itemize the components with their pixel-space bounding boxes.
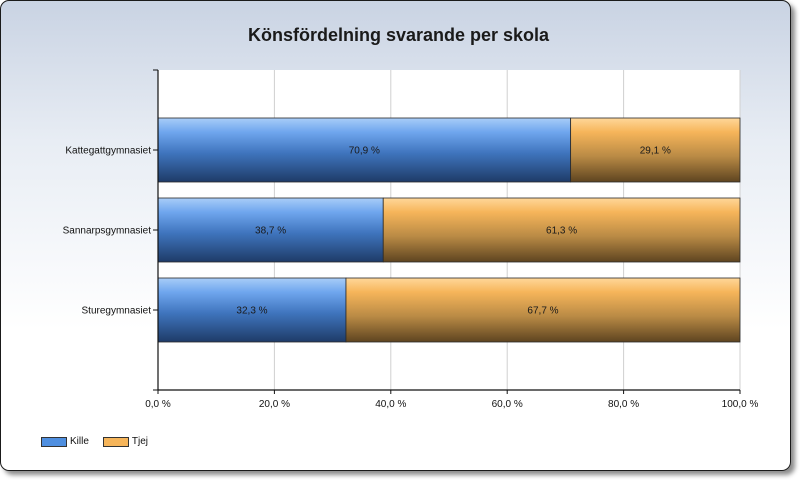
y-category-label: Kattegattgymnasiet <box>65 146 151 157</box>
legend-item-tjej: Tjej <box>102 436 149 447</box>
x-tick-label: 60,0 % <box>492 399 523 410</box>
bar-tjej-0 <box>570 117 741 183</box>
data-label: 61,3 % <box>546 226 577 237</box>
bar-tjej-2 <box>345 277 741 343</box>
x-tick-label: 0,0 % <box>145 399 171 410</box>
x-tick-label: 40,0 % <box>375 399 406 410</box>
bar-chart: 70,9 % 29,1 % 38,7 % 61,3 % 32,3 % 67,7 % 0,0… <box>63 69 759 410</box>
bar-tjej-1 <box>382 197 741 263</box>
y-category-label: Sturegymnasiet <box>82 306 152 317</box>
legend-item-kille: Kille <box>41 436 89 447</box>
legend-label-tjej: Tjej <box>131 436 149 447</box>
data-label: 29,1 % <box>640 146 671 157</box>
x-tick-label: 80,0 % <box>608 399 639 410</box>
legend-swatch-kille <box>41 436 67 447</box>
y-category-label: Sannarpsgymnasiet <box>63 226 152 237</box>
x-tick-label: 100,0 % <box>722 399 759 410</box>
data-label: 32,3 % <box>236 306 267 317</box>
chart-title: Könsfördelning svarande per skola <box>247 25 550 45</box>
data-label: 70,9 % <box>349 146 380 157</box>
legend: Kille Tjej <box>41 436 162 447</box>
bar-kille-2 <box>157 277 347 343</box>
chart-frame: Könsfördelning svarande per skola 70,9 %… <box>0 0 791 471</box>
data-label: 38,7 % <box>255 226 286 237</box>
legend-label-kille: Kille <box>70 436 89 447</box>
x-tick-label: 20,0 % <box>259 399 290 410</box>
data-label: 67,7 % <box>527 306 558 317</box>
legend-swatch-tjej <box>102 436 129 447</box>
